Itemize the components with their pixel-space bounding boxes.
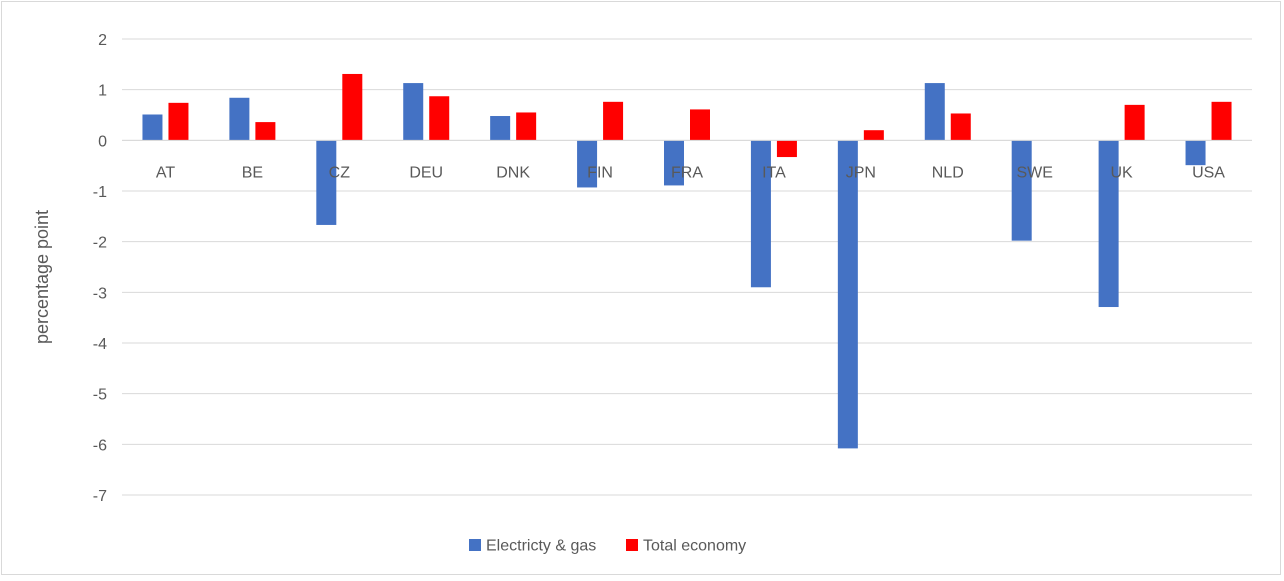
x-category-label: FIN [587, 164, 613, 181]
x-category-label: AT [156, 164, 175, 181]
y-tick-label: -6 [93, 437, 107, 454]
bar-electricity-gas-usa [1185, 140, 1206, 166]
bar-electricity-gas-fra [664, 140, 684, 186]
bar-total-economy-fra [690, 109, 710, 141]
bar-electricity-gas-be [229, 97, 250, 141]
y-tick-label: -4 [93, 336, 107, 353]
bar-electricity-gas-jpn [837, 140, 858, 449]
bar-total-economy-uk [1124, 104, 1145, 141]
legend-swatch [469, 539, 481, 551]
gridlines [122, 38, 1252, 496]
bar-total-economy-cz [342, 73, 363, 141]
x-category-label: JPN [846, 164, 876, 181]
y-axis-ticks: 2 1 0 -1 -2 -3 -4 -5 -6 -7 [93, 32, 107, 505]
bar-total-economy-ita [776, 140, 797, 158]
y-tick-label: 2 [98, 32, 107, 49]
y-axis-title: percentage point [32, 210, 52, 344]
x-category-label: ITA [762, 164, 786, 181]
bar-electricity-gas-nld [924, 83, 945, 141]
y-tick-label: -5 [93, 387, 107, 404]
y-tick-label: -1 [93, 184, 107, 201]
bar-electricity-gas-deu [403, 83, 424, 141]
y-tick-label: -3 [93, 285, 107, 302]
x-category-label: BE [242, 164, 263, 181]
y-tick-label: 1 [98, 83, 107, 100]
bar-electricity-gas-cz [316, 140, 337, 225]
bar-electricity-gas-fin [577, 140, 598, 188]
x-category-label: DEU [409, 164, 443, 181]
x-category-label: FRA [671, 164, 703, 181]
bar-total-economy-dnk [516, 112, 537, 141]
legend-label: Electricty & gas [486, 538, 596, 555]
y-tick-label: -7 [93, 488, 107, 505]
bar-total-economy-deu [429, 96, 450, 141]
x-category-label: UK [1110, 164, 1133, 181]
x-category-label: SWE [1016, 164, 1052, 181]
bar-electricity-gas-uk [1098, 140, 1119, 308]
bar-total-economy-fin [603, 101, 624, 141]
legend-label: Total economy [643, 538, 746, 555]
category-labels: AT BE CZ DEU DNK FIN FRA ITA JPN NLD SWE UK USA [156, 164, 1225, 181]
x-category-label: CZ [329, 164, 351, 181]
x-category-label: NLD [932, 164, 964, 181]
bar-total-economy-jpn [863, 130, 884, 141]
bar-total-economy-at [168, 102, 189, 141]
bar-total-economy-nld [950, 113, 971, 141]
legend-swatch [626, 539, 638, 551]
bar-total-economy-usa [1211, 101, 1232, 141]
bar-electricity-gas-swe [1011, 140, 1032, 241]
bars [122, 73, 1252, 449]
bar-electricity-gas-at [142, 114, 163, 141]
bar-total-economy-be [255, 122, 276, 141]
bar-electricity-gas-ita [750, 140, 771, 288]
bar-electricity-gas-dnk [490, 116, 511, 141]
x-category-label: USA [1192, 164, 1225, 181]
x-category-label: DNK [496, 164, 530, 181]
y-tick-label: -2 [93, 235, 107, 252]
y-tick-label: 0 [98, 133, 107, 150]
legend: Electricty & gas Total economy [469, 538, 746, 555]
